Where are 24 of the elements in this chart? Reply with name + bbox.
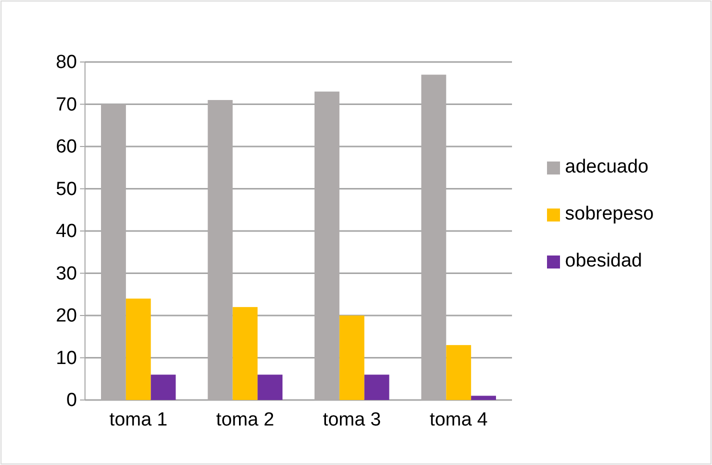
y-tick-label: 10 (56, 348, 77, 369)
y-tick-label: 60 (56, 136, 77, 158)
bar (150, 374, 176, 400)
x-tick-label: toma 1 (109, 409, 168, 430)
bar (364, 374, 390, 400)
y-tick-label: 70 (56, 94, 77, 116)
bar (126, 298, 151, 400)
legend-label: sobrepeso (565, 204, 654, 224)
x-tick-label: toma 4 (430, 409, 488, 430)
y-tick-label: 40 (56, 221, 77, 242)
bar (232, 307, 258, 400)
bar (339, 316, 364, 400)
y-tick-label: 20 (56, 306, 77, 327)
bar (446, 345, 472, 400)
x-tick-label: toma 2 (216, 409, 274, 430)
y-tick-label: 80 (56, 52, 77, 74)
x-tick-label: toma 3 (322, 409, 381, 430)
y-tick-label: 30 (56, 263, 77, 284)
legend-label: obesidad (565, 250, 642, 272)
y-tick-label: 0 (66, 390, 77, 412)
bar (258, 374, 282, 400)
bar (471, 396, 496, 400)
legend-label: adecuado (565, 156, 648, 178)
y-tick-label: 50 (56, 178, 77, 200)
